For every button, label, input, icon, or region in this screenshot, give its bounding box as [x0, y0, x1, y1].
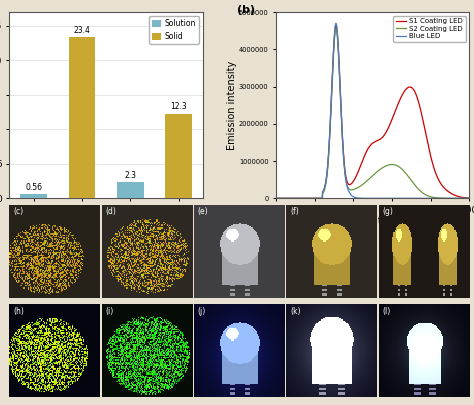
- Text: (j): (j): [198, 307, 206, 315]
- Line: S2 Coating LED: S2 Coating LED: [276, 29, 469, 198]
- Bar: [20, 194, 47, 198]
- Blue LED: [367, 196, 373, 201]
- S1 Coating LED: [461, 195, 466, 200]
- Text: (h): (h): [13, 307, 24, 315]
- S2 Coating LED: [367, 176, 373, 181]
- Text: (k): (k): [290, 307, 301, 315]
- Line: S1 Coating LED: S1 Coating LED: [276, 26, 469, 198]
- Text: (c): (c): [13, 207, 23, 216]
- Text: 23.4: 23.4: [73, 26, 91, 35]
- Text: (l): (l): [383, 307, 391, 315]
- S2 Coating LED: [333, 26, 339, 31]
- Bar: [165, 113, 192, 198]
- Text: 0.56: 0.56: [25, 183, 42, 192]
- S1 Coating LED: [461, 195, 466, 200]
- S1 Coating LED: [367, 143, 373, 148]
- Blue LED: [461, 196, 466, 201]
- Text: (e): (e): [198, 207, 209, 216]
- S1 Coating LED: [362, 152, 368, 157]
- Blue LED: [283, 196, 289, 201]
- S1 Coating LED: [283, 196, 289, 201]
- Y-axis label: Emission intensity: Emission intensity: [228, 61, 237, 150]
- Blue LED: [333, 21, 339, 26]
- Text: 12.3: 12.3: [170, 102, 187, 111]
- Blue LED: [461, 196, 466, 201]
- S2 Coating LED: [461, 196, 466, 201]
- Blue LED: [273, 196, 279, 201]
- S1 Coating LED: [273, 196, 279, 201]
- Blue LED: [426, 196, 431, 201]
- S2 Coating LED: [461, 196, 466, 201]
- Bar: [117, 183, 144, 198]
- Text: (i): (i): [105, 307, 114, 315]
- Text: (g): (g): [383, 207, 393, 216]
- Blue LED: [466, 196, 472, 201]
- Bar: [69, 37, 95, 198]
- X-axis label: Wavelength (nm): Wavelength (nm): [330, 216, 415, 226]
- Legend: Solution, Solid: Solution, Solid: [149, 16, 199, 44]
- S2 Coating LED: [466, 196, 472, 201]
- S1 Coating LED: [426, 143, 431, 148]
- S1 Coating LED: [466, 196, 472, 200]
- Text: (b): (b): [237, 5, 255, 15]
- Blue LED: [362, 196, 368, 201]
- Legend: S1 Coating LED, S2 Coating LED, Blue LED: S1 Coating LED, S2 Coating LED, Blue LED: [393, 16, 466, 42]
- Text: (d): (d): [105, 207, 116, 216]
- S1 Coating LED: [333, 23, 339, 28]
- S2 Coating LED: [283, 196, 289, 201]
- S2 Coating LED: [426, 194, 431, 198]
- Line: Blue LED: Blue LED: [276, 23, 469, 198]
- S2 Coating LED: [273, 196, 279, 201]
- Text: (f): (f): [290, 207, 299, 216]
- S2 Coating LED: [362, 180, 368, 185]
- Text: 2.3: 2.3: [124, 171, 136, 180]
